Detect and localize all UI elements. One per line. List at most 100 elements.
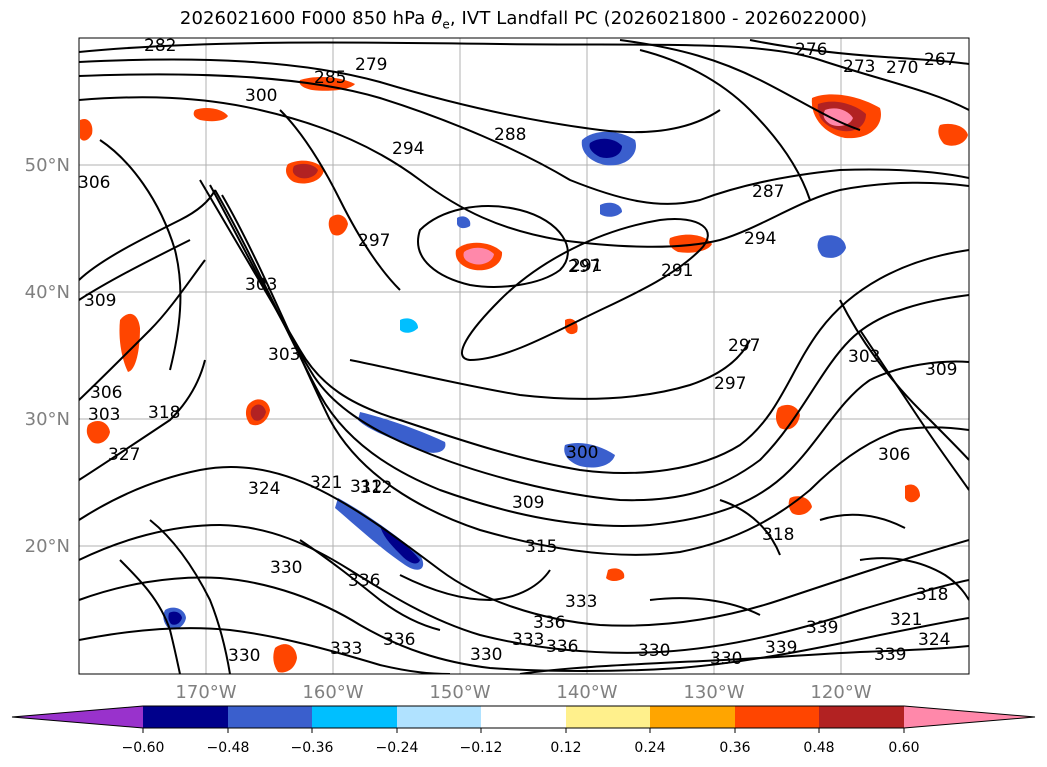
contour-labels: 282 285 279 300 276 273 270 267 288 294 … [78, 36, 957, 669]
contour-label: 336 [546, 637, 578, 657]
colorbar-tick-label: −0.12 [460, 740, 503, 756]
contour-label: 297 [714, 374, 746, 394]
colorbar-segment [143, 706, 228, 728]
contour-label: 333 [512, 630, 544, 650]
contour-label: 303 [268, 345, 300, 365]
contour-label: 312 [360, 478, 392, 498]
contour-label: 318 [762, 525, 794, 545]
theta-e-contours [79, 39, 969, 674]
colorbar: −0.60 −0.48 −0.36 −0.24 −0.12 0.12 0.24 … [11, 705, 1036, 756]
contour-label: 285 [314, 68, 346, 88]
contour-label: 330 [228, 646, 260, 666]
longitude-labels: 170°W 160°W 150°W 140°W 130°W 120°W [175, 682, 871, 703]
contour-label: 303 [88, 405, 120, 425]
lon-label-160w: 160°W [302, 682, 363, 703]
colorbar-tick-label: 0.36 [719, 740, 750, 756]
contour-label: 309 [925, 360, 957, 380]
contour-label: 300 [566, 443, 598, 463]
contour-label: 273 [843, 57, 875, 77]
contour-label: 339 [765, 638, 797, 658]
contour-label: 336 [383, 630, 415, 650]
lat-label-20n: 20°N [25, 536, 70, 557]
colorbar-segment [735, 706, 819, 728]
contour-label: 330 [470, 645, 502, 665]
map-border [78, 37, 970, 675]
contour-label: 267 [924, 50, 956, 70]
contour-label: 294 [744, 229, 776, 249]
contour-label: 336 [533, 613, 565, 633]
colorbar-extend-high [904, 706, 1035, 728]
contour-label: 315 [525, 537, 557, 557]
contour-label: 330 [638, 641, 670, 661]
colorbar-extend-low [12, 706, 143, 728]
contour-label: 291 [570, 256, 602, 276]
contour-label: 336 [348, 571, 380, 591]
contour-label: 318 [148, 403, 180, 423]
shaded-patches [80, 76, 968, 673]
colorbar-segment [481, 706, 566, 728]
contour-label: 333 [330, 639, 362, 659]
colorbar-segment [819, 706, 904, 728]
lat-label-40n: 40°N [25, 282, 70, 303]
latitude-labels: 50°N 40°N 30°N 20°N [25, 155, 70, 557]
contour-label: 321 [890, 610, 922, 630]
plot-title: 2026021600 F000 850 hPa θe, IVT Landfall… [0, 8, 1047, 32]
contour-label: 309 [84, 291, 116, 311]
contour-label: 291 [661, 261, 693, 281]
lat-label-50n: 50°N [25, 155, 70, 176]
contour-label: 300 [245, 86, 277, 106]
colorbar-tick-label: −0.60 [122, 740, 165, 756]
contour-label: 306 [878, 445, 910, 465]
contour-label: 282 [144, 36, 176, 56]
title-prefix: 2026021600 F000 850 hPa [179, 8, 432, 29]
contour-label: 270 [886, 58, 918, 78]
contour-label: 288 [494, 125, 526, 145]
colorbar-segment [397, 706, 481, 728]
contour-label: 297 [728, 336, 760, 356]
contour-label: 324 [248, 479, 280, 499]
contour-label: 330 [710, 649, 742, 669]
lat-label-30n: 30°N [25, 409, 70, 430]
contour-label: 312 [350, 477, 382, 497]
contour-label: 287 [752, 182, 784, 202]
title-suffix: , IVT Landfall PC (2026021800 - 20260220… [449, 8, 868, 29]
contour-label: 318 [916, 585, 948, 605]
contour-label: 321 [310, 473, 342, 493]
colorbar-tick-label: −0.48 [207, 740, 250, 756]
colorbar-segment [650, 706, 735, 728]
lon-label-150w: 150°W [429, 682, 490, 703]
theta-symbol: θ [431, 8, 443, 29]
contour-label: 297 [358, 231, 390, 251]
contour-label: 303 [245, 275, 277, 295]
colorbar-tick-label: 0.48 [803, 740, 834, 756]
contour-label: 306 [90, 383, 122, 403]
lon-label-120w: 120°W [810, 682, 871, 703]
lon-label-170w: 170°W [175, 682, 236, 703]
contour-label: 297 [568, 257, 600, 277]
contour-label: 309 [512, 493, 544, 513]
theta-subscript: e [442, 17, 450, 32]
lon-label-140w: 140°W [556, 682, 617, 703]
colorbar-tick-label: 0.24 [634, 740, 665, 756]
colorbar-tick-label: 0.60 [888, 740, 919, 756]
map-area [79, 38, 969, 674]
colorbar-tick-label: 0.12 [550, 740, 581, 756]
lon-label-130w: 130°W [683, 682, 744, 703]
contour-label: 339 [874, 645, 906, 665]
contour-label: 333 [565, 592, 597, 612]
contour-label: 327 [108, 445, 140, 465]
colorbar-tick-label: −0.24 [376, 740, 419, 756]
contour-label: 303 [848, 347, 880, 367]
colorbar-segment [312, 706, 397, 728]
colorbar-segment [566, 706, 650, 728]
contour-label: 276 [795, 40, 827, 60]
contour-label: 324 [918, 630, 950, 650]
contour-label: 330 [270, 558, 302, 578]
contour-label: 339 [806, 618, 838, 638]
contour-label: 279 [355, 55, 387, 75]
colorbar-segment [228, 706, 312, 728]
contour-label: 294 [392, 139, 424, 159]
contour-label: 306 [78, 173, 110, 193]
colorbar-tick-label: −0.36 [291, 740, 334, 756]
